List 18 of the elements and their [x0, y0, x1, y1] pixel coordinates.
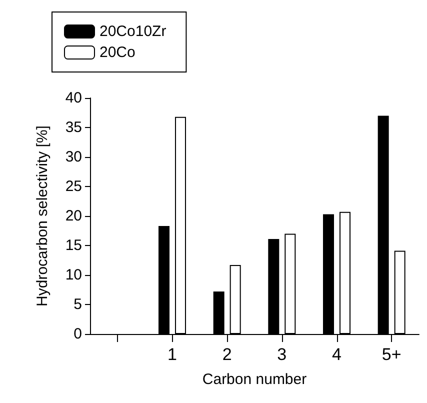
- x-tick-label: 4: [332, 345, 342, 364]
- y-axis-title: Hydrocarbon selectivity [%]: [34, 126, 51, 306]
- y-tick-label: 15: [65, 237, 82, 254]
- legend-label: 20Co: [100, 44, 136, 61]
- y-tick-label: 30: [65, 148, 82, 166]
- legend-label: 20Co10Zr: [100, 23, 166, 40]
- y-tick-label: 20: [65, 208, 82, 224]
- x-axis-title: Carbon number: [202, 371, 307, 388]
- x-tick-label: 5+: [382, 345, 402, 364]
- y-tick-label: 10: [65, 266, 82, 284]
- y-tick-label: 40: [65, 90, 82, 106]
- x-tick-label: 3: [277, 345, 287, 364]
- y-tick-label: 0: [74, 326, 82, 342]
- x-tick-label: 2: [222, 345, 232, 364]
- x-tick-label: 1: [168, 345, 177, 364]
- y-tick-label: 25: [65, 178, 82, 195]
- y-tick-label: 35: [65, 119, 82, 136]
- y-tick-label: 5: [74, 296, 82, 313]
